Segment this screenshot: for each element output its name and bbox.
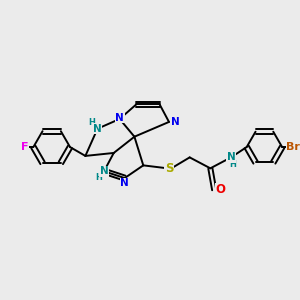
- Text: N: N: [115, 112, 124, 122]
- Text: S: S: [165, 162, 173, 175]
- Text: H: H: [89, 118, 96, 127]
- Text: N: N: [93, 124, 102, 134]
- Text: F: F: [21, 142, 29, 152]
- Text: H: H: [229, 160, 236, 169]
- Text: N: N: [100, 166, 108, 176]
- Text: O: O: [216, 183, 226, 196]
- Text: N: N: [227, 152, 236, 162]
- Text: Br: Br: [286, 142, 300, 152]
- Text: N: N: [171, 117, 180, 127]
- Text: N: N: [120, 178, 129, 188]
- Text: H: H: [95, 173, 102, 182]
